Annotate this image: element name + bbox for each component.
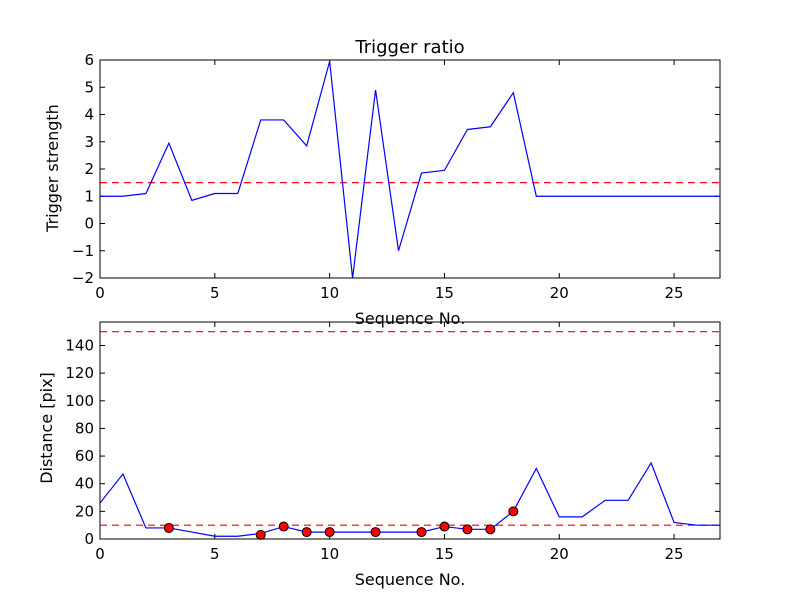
y-tick-label: 140: [65, 336, 94, 354]
distance-plot: Sequence No. Distance [pix] 0 5 10 15 20 25 0 2…: [37, 321, 721, 589]
y-tick-label: 0: [84, 530, 94, 548]
y-tick-label: 1: [84, 187, 94, 205]
data-point: [485, 524, 496, 535]
y-tick-label: 6: [84, 51, 94, 69]
data-point: [370, 527, 381, 538]
y-tick-label: −1: [72, 242, 94, 260]
y-tick-label: 80: [75, 419, 94, 437]
y-tick-label: 120: [65, 364, 94, 382]
data-point: [301, 527, 312, 538]
data-point: [163, 522, 174, 533]
x-tick-label: 0: [95, 284, 105, 302]
chart-title: Trigger ratio: [354, 37, 464, 58]
x-tick-label: 5: [210, 284, 220, 302]
y-tick-label: 5: [84, 78, 94, 96]
data-point: [278, 521, 289, 532]
series-line: [100, 61, 720, 278]
x-axis-label: Sequence No.: [355, 309, 466, 328]
y-tick-label: 2: [84, 160, 94, 178]
x-tick-label: 5: [210, 545, 220, 563]
x-tick-label: 10: [320, 545, 339, 563]
x-tick-label: 15: [435, 545, 454, 563]
x-tick-label: 25: [665, 284, 684, 302]
y-tick-label: 100: [65, 392, 94, 410]
y-tick-label: 60: [75, 447, 94, 465]
x-axis-label: Sequence No.: [355, 570, 466, 589]
plot-frame: [99, 59, 721, 279]
y-tick-label: 4: [84, 106, 94, 124]
data-point: [462, 524, 473, 535]
trigger-ratio-plot: Trigger ratio Sequence No. Trigger stren…: [43, 37, 721, 328]
plot-frame: [99, 321, 721, 540]
plot-area: 0 5 10 15 20 25 −2 −1 0 1 2 3 4 5 6: [72, 51, 721, 302]
x-tick-label: 15: [435, 284, 454, 302]
data-point: [324, 527, 335, 538]
data-point: [439, 521, 450, 532]
y-tick-label: 3: [84, 133, 94, 151]
y-tick-label: 0: [84, 215, 94, 233]
y-tick-label: 40: [75, 475, 94, 493]
x-tick-label: 20: [550, 284, 569, 302]
data-point: [416, 527, 427, 538]
x-tick-label: 20: [550, 545, 569, 563]
x-tick-label: 25: [665, 545, 684, 563]
data-point: [508, 506, 519, 517]
x-tick-label: 0: [95, 545, 105, 563]
data-point: [255, 529, 266, 540]
y-axis-label: Distance [pix]: [37, 372, 56, 484]
x-tick-label: 10: [320, 284, 339, 302]
y-tick-label: −2: [72, 269, 94, 287]
y-tick-label: 20: [75, 502, 94, 520]
plot-area: 0 5 10 15 20 25 0 20 40 60 80 100 120 140: [65, 321, 721, 563]
series-line: [100, 461, 720, 537]
y-axis-label: Trigger strength: [43, 104, 62, 233]
